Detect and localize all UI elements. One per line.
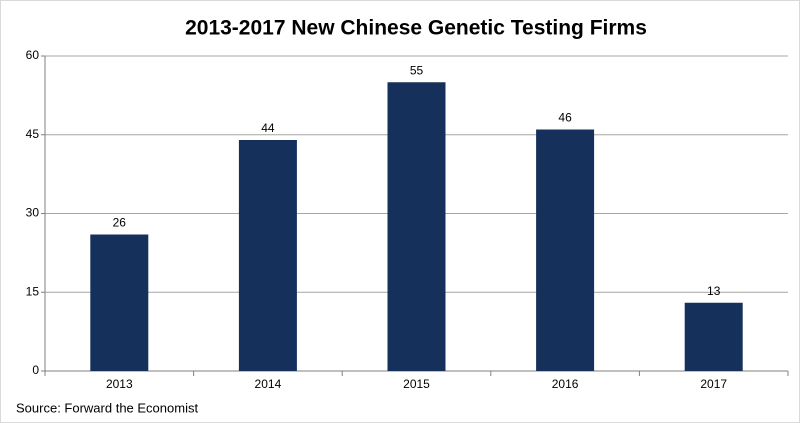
bar <box>684 302 743 371</box>
data-label: 55 <box>410 63 424 77</box>
y-tick-label: 60 <box>26 48 40 62</box>
data-label: 44 <box>261 121 275 135</box>
bar <box>536 129 595 371</box>
x-tick-label: 2014 <box>255 377 282 391</box>
chart-title: 2013-2017 New Chinese Genetic Testing Fi… <box>185 17 647 40</box>
x-tick-label: 2016 <box>552 377 579 391</box>
x-tick-label: 2015 <box>403 377 430 391</box>
x-tick-label: 2017 <box>700 377 727 391</box>
y-tick-label: 45 <box>26 127 40 141</box>
y-tick-label: 30 <box>26 206 40 220</box>
source-note: Source: Forward the Economist <box>16 400 198 415</box>
data-label: 26 <box>113 216 127 230</box>
bar <box>238 140 297 371</box>
data-label: 13 <box>707 284 721 298</box>
data-label: 46 <box>558 111 572 125</box>
x-tick-label: 2013 <box>106 377 133 391</box>
bar <box>387 82 446 371</box>
y-tick-label: 0 <box>32 363 39 377</box>
y-tick-label: 15 <box>26 284 40 298</box>
bar <box>90 234 149 371</box>
